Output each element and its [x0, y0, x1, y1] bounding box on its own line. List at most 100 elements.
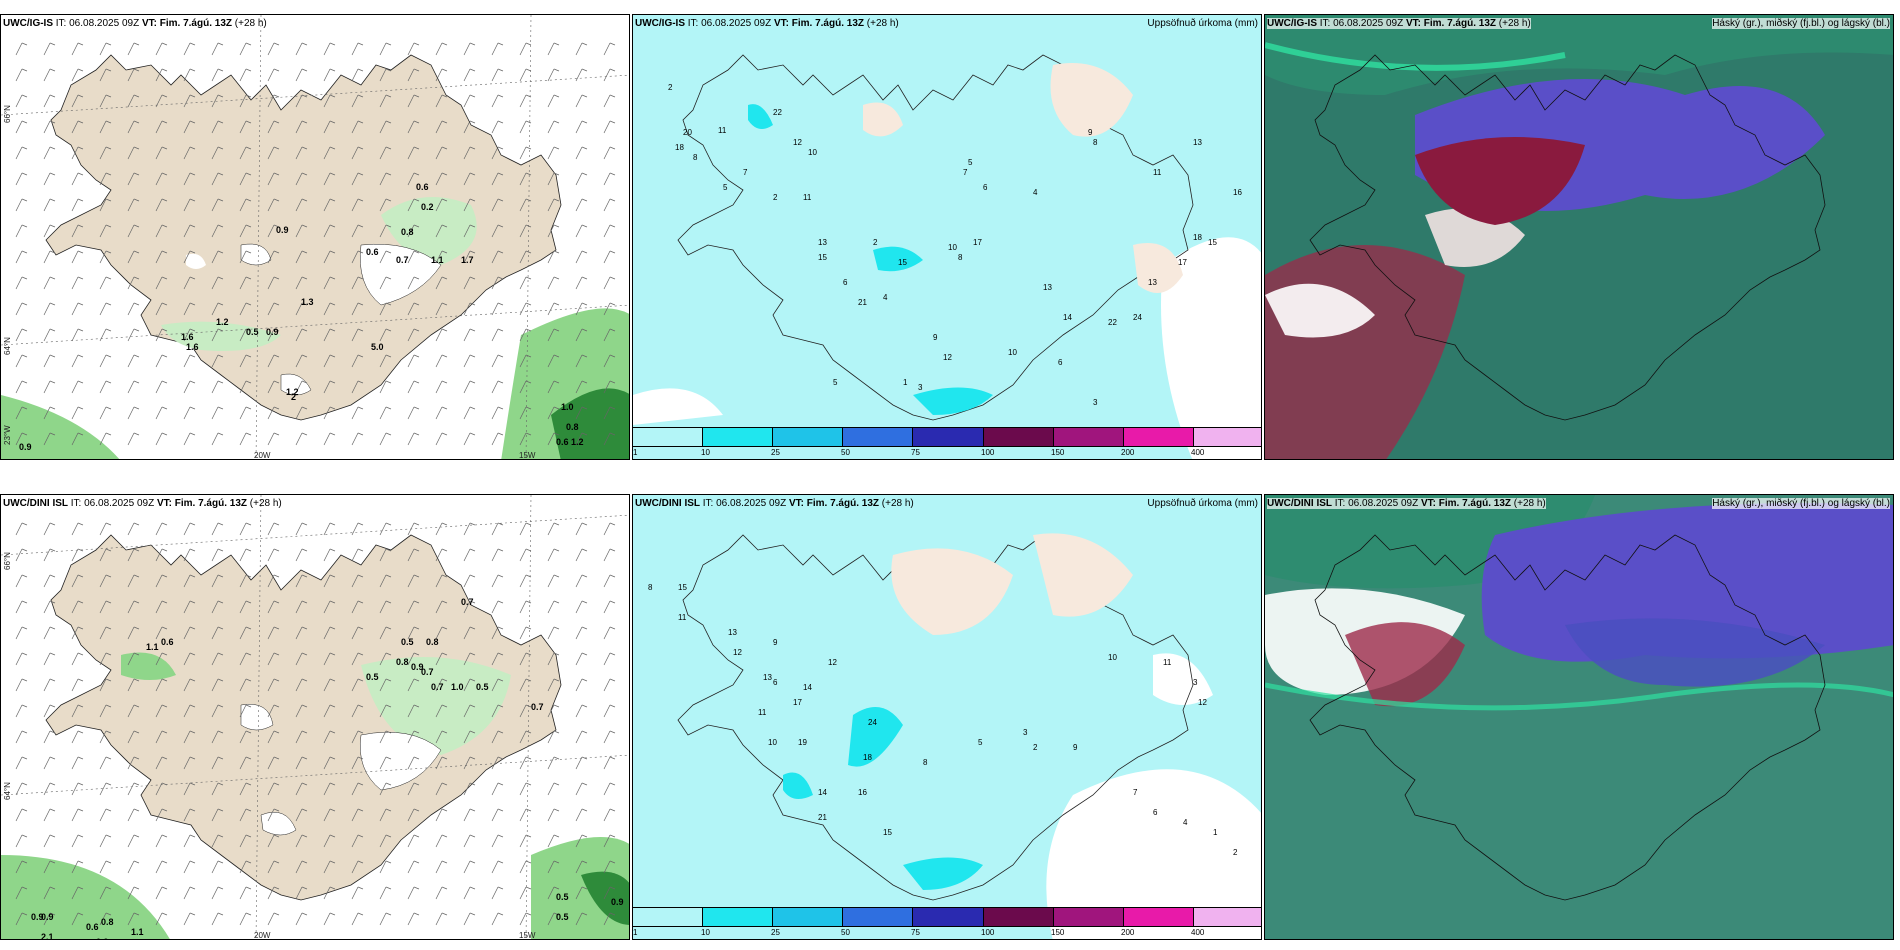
wind-barb	[183, 704, 196, 718]
colorbar-labels: 1 10 25 50 75 100 150 200 400	[633, 447, 1261, 459]
wind-barb	[183, 808, 196, 822]
wind-barb	[575, 146, 588, 160]
value-label: 1.1	[431, 255, 444, 265]
wind-barb	[127, 224, 140, 238]
colorbar-label: 100	[981, 928, 995, 937]
wind-barb	[323, 808, 336, 822]
wind-barb	[43, 146, 56, 160]
wind-barb	[99, 860, 112, 874]
wind-barb	[127, 146, 140, 160]
wind-barb	[71, 886, 84, 900]
value-label: 8	[648, 583, 653, 592]
wind-barb	[239, 808, 252, 822]
wind-barb	[379, 600, 392, 614]
wind-barb	[155, 250, 168, 264]
wind-barb	[519, 704, 532, 718]
wind-barb	[71, 548, 84, 562]
value-label: 13	[818, 238, 827, 247]
value-label: 1.0	[451, 682, 464, 692]
wind-barb	[407, 146, 420, 160]
wind-barb	[99, 94, 112, 108]
wind-barb	[99, 302, 112, 316]
wind-barb	[435, 626, 448, 640]
wind-barb	[603, 94, 616, 108]
value-label: 22	[773, 108, 782, 117]
wind-barb	[379, 626, 392, 640]
wind-barb	[155, 626, 168, 640]
wind-barb	[519, 912, 532, 926]
wind-barb	[71, 68, 84, 82]
value-label: 3	[1193, 678, 1198, 687]
white-area	[633, 388, 723, 425]
wind-barb	[155, 302, 168, 316]
wind-barb	[211, 652, 224, 666]
wind-barb	[43, 328, 56, 342]
wind-barb	[435, 224, 448, 238]
wind-barb	[547, 678, 560, 692]
wind-barb	[491, 224, 504, 238]
wind-barb	[379, 756, 392, 770]
wind-barb	[15, 782, 28, 796]
value-label: 6	[1058, 358, 1063, 367]
wind-barb	[519, 548, 532, 562]
cyan-precip	[903, 857, 983, 890]
value-label: 3	[1093, 398, 1098, 407]
wind-barb	[43, 834, 56, 848]
wind-barb	[547, 652, 560, 666]
wind-barb	[15, 600, 28, 614]
wind-barb	[491, 782, 504, 796]
product-title: Uppsöfnuð úrkoma (mm)	[1147, 498, 1258, 509]
wind-barb	[267, 808, 280, 822]
wind-barb	[603, 912, 616, 926]
wind-barb	[323, 782, 336, 796]
wind-barb	[239, 678, 252, 692]
cloud-high-layer	[1265, 15, 1893, 95]
wind-barb	[183, 328, 196, 342]
wind-barb	[43, 548, 56, 562]
value-label: 2	[873, 238, 878, 247]
wind-barb	[323, 522, 336, 536]
wind-barb	[43, 782, 56, 796]
wind-barb	[127, 886, 140, 900]
wind-barb	[155, 406, 168, 420]
value-label: 8	[1093, 138, 1098, 147]
wind-barb	[15, 574, 28, 588]
wind-barb	[71, 198, 84, 212]
wind-barb	[575, 886, 588, 900]
value-label: 0.9	[31, 912, 44, 922]
wind-barb	[323, 626, 336, 640]
wind-barb	[43, 730, 56, 744]
wind-barb	[211, 834, 224, 848]
wind-barb	[211, 120, 224, 134]
value-label: 18	[675, 143, 684, 152]
value-label: 12	[1198, 698, 1207, 707]
wind-barb	[463, 834, 476, 848]
wind-barb	[71, 380, 84, 394]
wind-barb	[575, 730, 588, 744]
wind-barb	[295, 302, 308, 316]
wind-barb	[43, 626, 56, 640]
wind-barb	[99, 380, 112, 394]
value-label: 18	[863, 753, 872, 762]
wind-barb	[127, 808, 140, 822]
wind-barb	[407, 600, 420, 614]
wind-barb	[435, 354, 448, 368]
wind-barb	[603, 574, 616, 588]
wind-barb	[463, 912, 476, 926]
wind-barb	[491, 380, 504, 394]
wind-barb	[155, 94, 168, 108]
lat-label-66: 66°N	[3, 105, 12, 123]
wind-barb	[351, 574, 364, 588]
wind-barb	[463, 886, 476, 900]
iceland-outline	[1309, 54, 1826, 421]
wind-barb	[547, 380, 560, 394]
wind-barb	[463, 146, 476, 160]
value-label: 5	[978, 738, 983, 747]
wind-barb	[491, 250, 504, 264]
wind-barb	[407, 198, 420, 212]
value-label: 0.7	[421, 667, 434, 677]
wind-barb	[127, 548, 140, 562]
vt-value: Fim. 7.ágú. 13Z	[1438, 498, 1511, 509]
wind-barb	[519, 354, 532, 368]
vt-label: VT:	[773, 18, 789, 29]
